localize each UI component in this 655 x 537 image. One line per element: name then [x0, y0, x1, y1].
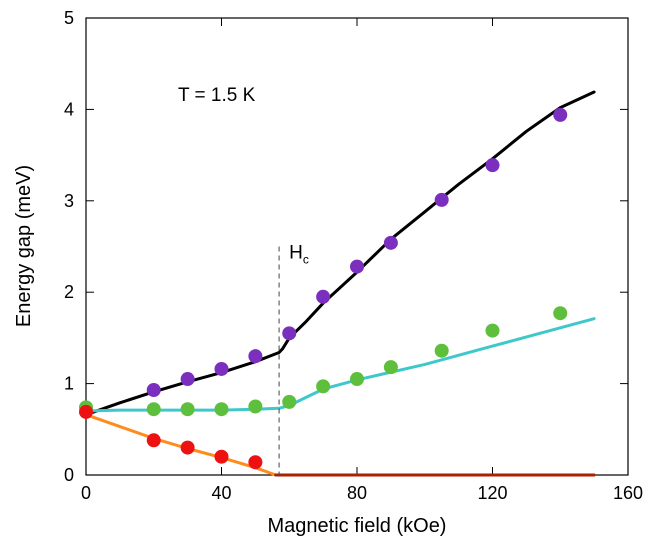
y-tick-label: 0	[64, 465, 74, 485]
x-axis-label: Magnetic field (kOe)	[268, 515, 447, 537]
y-axis-label: Energy gap (meV)	[13, 165, 35, 327]
y-tick-label: 1	[64, 374, 74, 394]
fit-curve	[84, 317, 596, 413]
data-point	[146, 433, 161, 448]
data-point	[485, 323, 500, 338]
critical-field-label: Hc	[289, 243, 309, 267]
temperature-annotation: T = 1.5 K	[178, 85, 256, 106]
data-point	[214, 449, 229, 464]
data-point	[553, 107, 568, 122]
critical-field-label-sub: c	[303, 253, 309, 267]
data-point	[180, 440, 195, 455]
y-tick-label: 4	[64, 99, 74, 119]
y-tick-label: 3	[64, 191, 74, 211]
x-tick-label: 120	[477, 483, 507, 503]
fit-curves	[84, 90, 596, 477]
data-point	[282, 394, 297, 409]
data-point	[214, 402, 229, 417]
data-point	[316, 289, 331, 304]
data-point	[248, 455, 263, 470]
plot-frame	[85, 17, 629, 476]
data-point	[350, 372, 364, 387]
x-tick-label: 0	[81, 483, 91, 503]
x-tick-label: 160	[613, 483, 643, 503]
data-point	[146, 382, 161, 397]
data-point	[553, 306, 568, 321]
data-point	[180, 402, 195, 417]
fit-curve	[84, 90, 596, 417]
data-point	[146, 402, 161, 417]
fit-curve	[84, 413, 596, 477]
x-tick-label: 80	[347, 483, 367, 503]
data-point	[383, 360, 398, 375]
data-point	[282, 326, 297, 341]
data-markers	[79, 107, 568, 470]
x-tick-label: 40	[211, 483, 231, 503]
data-point	[383, 235, 398, 250]
data-point	[248, 349, 263, 364]
y-tick-label: 2	[64, 282, 74, 302]
axis-ticks: 0 40 80 120 160 0 1 2 3 4 5	[64, 8, 643, 503]
data-point	[434, 343, 449, 358]
data-point	[180, 372, 195, 387]
data-point	[434, 192, 449, 207]
data-point	[79, 404, 93, 419]
data-point	[248, 399, 263, 414]
y-tick-label: 5	[64, 8, 74, 28]
data-point	[214, 361, 229, 376]
data-point	[316, 379, 331, 394]
critical-field-label-main: H	[289, 243, 303, 264]
data-point	[350, 259, 364, 274]
data-point	[485, 158, 500, 173]
